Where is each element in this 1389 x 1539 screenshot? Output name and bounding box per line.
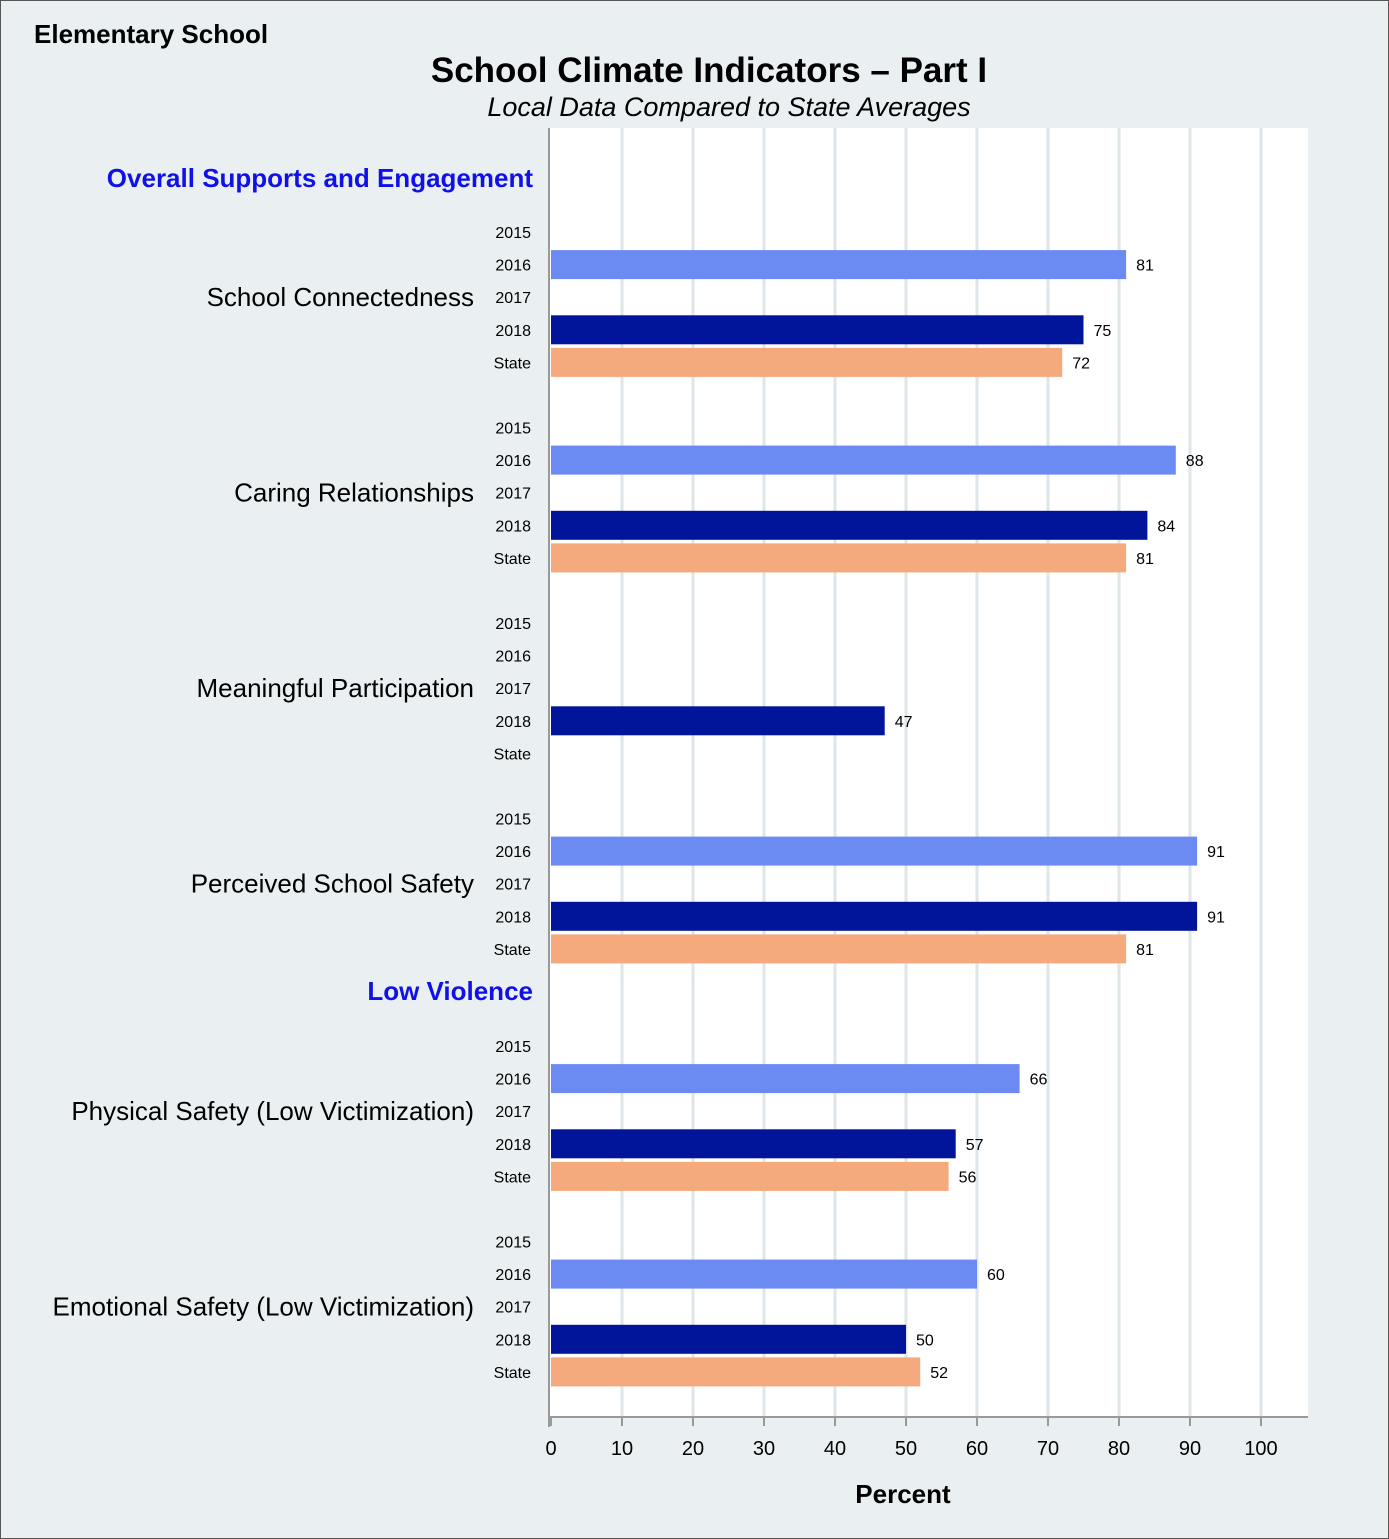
row-label-emotional-safety-low-victimization-2018: 2018 [495, 1332, 531, 1349]
row-label-perceived-school-safety-state: State [494, 942, 531, 959]
value-label-perceived-school-safety-2018: 91 [1207, 909, 1225, 926]
x-tick-label-20: 20 [682, 1438, 704, 1460]
value-label-caring-relationships-2018: 84 [1157, 518, 1175, 535]
row-label-perceived-school-safety-2016: 2016 [495, 844, 531, 861]
value-label-meaningful-participation-2018: 47 [895, 714, 913, 731]
indicator-label-perceived-school-safety: Perceived School Safety [191, 869, 474, 899]
bar-school-connectedness-2016 [551, 250, 1127, 280]
row-label-meaningful-participation-2015: 2015 [495, 616, 531, 633]
row-label-emotional-safety-low-victimization-2017: 2017 [495, 1300, 531, 1317]
row-label-caring-relationships-2016: 2016 [495, 453, 531, 470]
bar-meaningful-participation-2018 [551, 706, 885, 736]
row-label-caring-relationships-2017: 2017 [495, 486, 531, 503]
x-tick-label-50: 50 [895, 1438, 917, 1460]
value-label-emotional-safety-low-victimization-state: 52 [930, 1365, 948, 1382]
value-label-emotional-safety-low-victimization-2018: 50 [916, 1332, 934, 1349]
x-tick-label-70: 70 [1037, 1438, 1059, 1460]
x-axis-label: Percent [855, 1479, 951, 1509]
row-label-meaningful-participation-state: State [494, 746, 531, 763]
bar-school-connectedness-2018 [551, 315, 1084, 345]
bar-emotional-safety-low-victimization-state [551, 1357, 921, 1387]
value-label-emotional-safety-low-victimization-2016: 60 [987, 1267, 1005, 1284]
value-label-caring-relationships-state: 81 [1136, 551, 1154, 568]
bar-perceived-school-safety-2018 [551, 901, 1198, 931]
school-label: Elementary School [34, 19, 268, 49]
indicator-label-caring-relationships: Caring Relationships [234, 478, 474, 508]
x-tick-label-100: 100 [1244, 1438, 1277, 1460]
indicator-label-meaningful-participation: Meaningful Participation [197, 673, 475, 703]
row-label-perceived-school-safety-2017: 2017 [495, 877, 531, 894]
indicator-label-physical-safety-low-victimization: Physical Safety (Low Victimization) [71, 1096, 474, 1126]
chart-subtitle: Local Data Compared to State Averages [487, 92, 970, 122]
x-tick-label-80: 80 [1108, 1438, 1130, 1460]
row-label-school-connectedness-2017: 2017 [495, 290, 531, 307]
bar-perceived-school-safety-state [551, 934, 1127, 964]
row-label-caring-relationships-2015: 2015 [495, 421, 531, 438]
bar-school-connectedness-state [551, 347, 1063, 377]
x-tick-label-0: 0 [545, 1438, 556, 1460]
row-label-perceived-school-safety-2015: 2015 [495, 812, 531, 829]
row-label-physical-safety-low-victimization-2018: 2018 [495, 1137, 531, 1154]
row-label-school-connectedness-2016: 2016 [495, 258, 531, 275]
row-label-meaningful-participation-2016: 2016 [495, 649, 531, 666]
value-label-physical-safety-low-victimization-2016: 66 [1030, 1072, 1048, 1089]
bar-emotional-safety-low-victimization-2016 [551, 1259, 977, 1289]
bar-caring-relationships-state [551, 543, 1127, 573]
bar-emotional-safety-low-victimization-2018 [551, 1324, 906, 1354]
x-tick-label-30: 30 [753, 1438, 775, 1460]
section-title-low-violence: Low Violence [367, 976, 533, 1006]
value-label-perceived-school-safety-state: 81 [1136, 942, 1154, 959]
value-label-physical-safety-low-victimization-2018: 57 [966, 1137, 984, 1154]
section-title-overall-supports-and-engagement: Overall Supports and Engagement [107, 163, 534, 193]
value-label-perceived-school-safety-2016: 91 [1207, 844, 1225, 861]
row-label-perceived-school-safety-2018: 2018 [495, 909, 531, 926]
bar-physical-safety-low-victimization-state [551, 1161, 949, 1191]
x-axis: 0 10 20 30 40 50 60 70 80 90 100 [545, 128, 1308, 1460]
row-label-meaningful-participation-2017: 2017 [495, 681, 531, 698]
row-label-emotional-safety-low-victimization-2016: 2016 [495, 1267, 531, 1284]
x-tick-label-10: 10 [611, 1438, 633, 1460]
row-label-emotional-safety-low-victimization-2015: 2015 [495, 1235, 531, 1252]
bar-caring-relationships-2016 [551, 445, 1176, 475]
row-label-school-connectedness-state: State [494, 355, 531, 372]
value-label-physical-safety-low-victimization-state: 56 [959, 1169, 977, 1186]
value-label-school-connectedness-2018: 75 [1094, 323, 1112, 340]
chart-title: School Climate Indicators – Part I [431, 51, 987, 90]
x-tick-label-40: 40 [824, 1438, 846, 1460]
row-label-school-connectedness-2018: 2018 [495, 323, 531, 340]
row-label-school-connectedness-2015: 2015 [495, 225, 531, 242]
bar-caring-relationships-2018 [551, 510, 1148, 540]
bar-physical-safety-low-victimization-2018 [551, 1129, 956, 1159]
bar-physical-safety-low-victimization-2016 [551, 1064, 1020, 1094]
indicator-label-emotional-safety-low-victimization: Emotional Safety (Low Victimization) [53, 1292, 474, 1322]
row-label-physical-safety-low-victimization-2016: 2016 [495, 1072, 531, 1089]
row-label-caring-relationships-state: State [494, 551, 531, 568]
value-label-school-connectedness-2016: 81 [1136, 258, 1154, 275]
bar-perceived-school-safety-2016 [551, 836, 1198, 866]
row-labels: Overall Supports and Engagement School Co… [53, 163, 534, 1382]
row-label-meaningful-participation-2018: 2018 [495, 714, 531, 731]
row-label-physical-safety-low-victimization-state: State [494, 1169, 531, 1186]
row-label-emotional-safety-low-victimization-state: State [494, 1365, 531, 1382]
indicator-label-school-connectedness: School Connectedness [207, 282, 474, 312]
value-label-caring-relationships-2016: 88 [1186, 453, 1204, 470]
row-label-caring-relationships-2018: 2018 [495, 518, 531, 535]
x-tick-label-60: 60 [966, 1438, 988, 1460]
value-label-school-connectedness-state: 72 [1072, 355, 1090, 372]
row-label-physical-safety-low-victimization-2017: 2017 [495, 1104, 531, 1121]
x-tick-label-90: 90 [1179, 1438, 1201, 1460]
row-label-physical-safety-low-victimization-2015: 2015 [495, 1039, 531, 1056]
